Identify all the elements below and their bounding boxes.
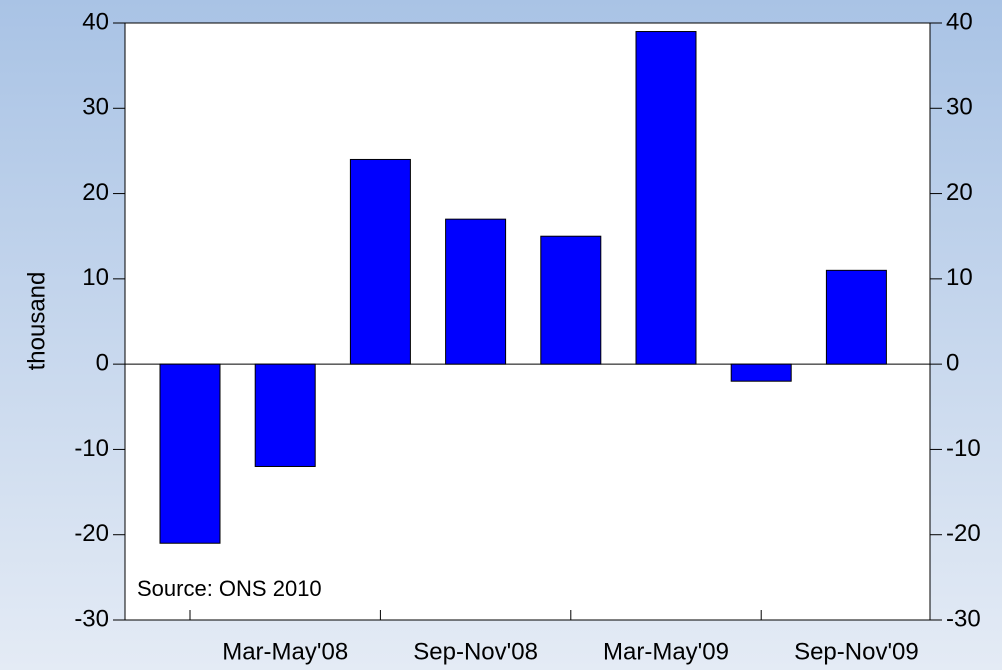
bar bbox=[730, 363, 792, 382]
y-tick-label: -30 bbox=[74, 605, 109, 632]
y2-tick-label: 30 bbox=[946, 94, 973, 121]
y-tick-label: 0 bbox=[96, 349, 109, 376]
bar bbox=[445, 218, 507, 365]
bar bbox=[159, 363, 221, 544]
y2-tick-label: -30 bbox=[946, 605, 981, 632]
x-tick-label: Mar-May'08 bbox=[222, 638, 348, 665]
y-tick-label: -20 bbox=[74, 520, 109, 547]
y-axis-label: thousand bbox=[23, 272, 50, 371]
y2-tick-label: -20 bbox=[946, 520, 981, 547]
annotation: Source: ONS 2010 bbox=[137, 576, 322, 601]
bar bbox=[349, 158, 411, 365]
y2-tick-label: 10 bbox=[946, 264, 973, 291]
y2-tick-label: 0 bbox=[946, 349, 959, 376]
bar bbox=[635, 31, 697, 365]
y-tick-label: 30 bbox=[82, 94, 109, 121]
y-tick-label: 10 bbox=[82, 264, 109, 291]
y-tick-label: -10 bbox=[74, 435, 109, 462]
y-tick-label: 40 bbox=[82, 8, 109, 35]
bar bbox=[254, 363, 316, 467]
y2-tick-label: 20 bbox=[946, 179, 973, 206]
bar bbox=[540, 235, 602, 365]
x-tick-label: Sep-Nov'09 bbox=[794, 638, 919, 665]
x-tick-label: Sep-Nov'08 bbox=[413, 638, 538, 665]
y-tick-label: 20 bbox=[82, 179, 109, 206]
y2-tick-label: 40 bbox=[946, 8, 973, 35]
y2-tick-label: -10 bbox=[946, 435, 981, 462]
plot-area bbox=[124, 22, 931, 621]
x-tick-label: Mar-May'09 bbox=[603, 638, 729, 665]
bar bbox=[825, 269, 887, 365]
